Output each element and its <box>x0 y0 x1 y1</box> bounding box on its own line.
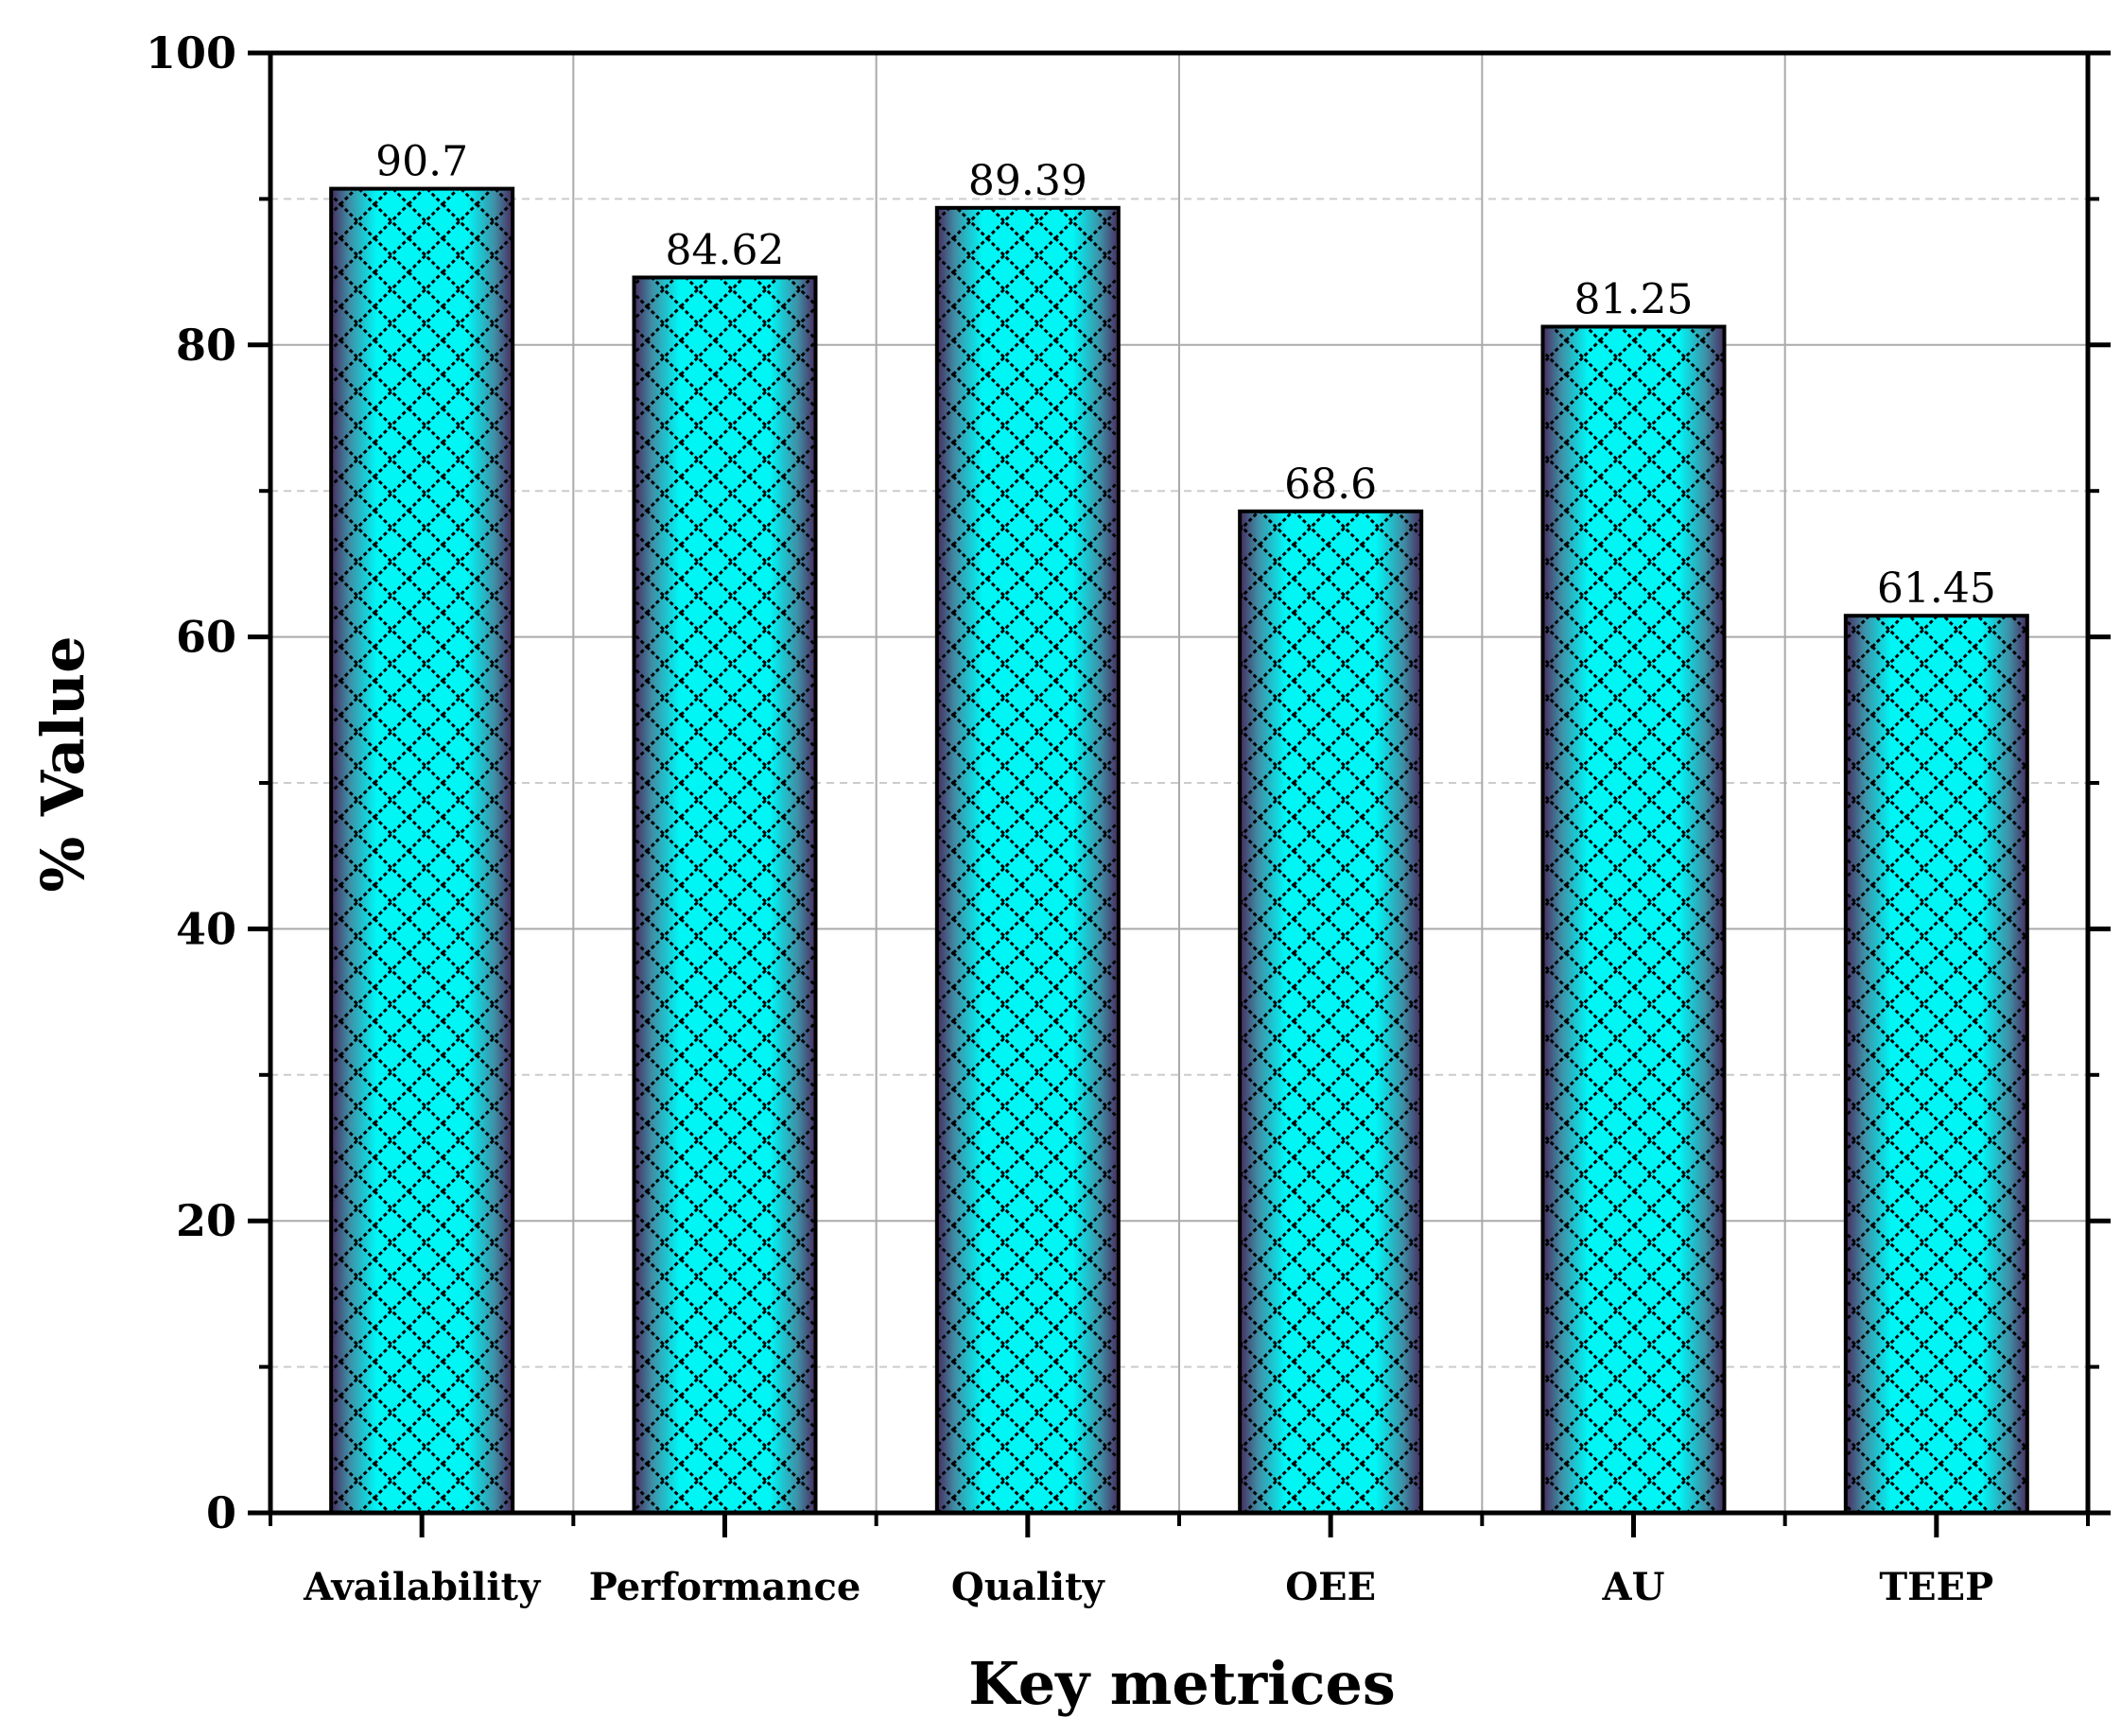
data-label: 90.7 <box>375 138 468 186</box>
x-axis: Availability Performance Quality OEE AU TEEP <box>269 1513 2090 1609</box>
y-axis: 0 20 40 60 80 100 <box>146 27 2111 1538</box>
bars: 90.7 84.62 89.39 68.6 81.25 61.45 <box>329 138 2029 1516</box>
x-tick-label: Availability <box>303 1565 542 1609</box>
bar-hatch-availability <box>329 186 515 1515</box>
x-tick-label: TEEP <box>1879 1565 1993 1609</box>
x-tick-label: OEE <box>1285 1565 1376 1609</box>
y-axis-title: % Value <box>28 635 97 892</box>
y-tick-label: 20 <box>176 1195 236 1246</box>
data-label: 68.6 <box>1284 460 1377 509</box>
data-label: 84.62 <box>666 226 785 274</box>
y-tick-label: 100 <box>146 27 236 78</box>
grid <box>270 53 2088 1513</box>
x-tick-label: AU <box>1602 1565 1665 1609</box>
y-tick-label: 0 <box>206 1487 236 1538</box>
bar-hatch-teep <box>1843 614 2029 1515</box>
data-label: 81.25 <box>1574 276 1694 324</box>
data-label: 89.39 <box>968 157 1087 205</box>
x-tick-label: Quality <box>951 1565 1106 1609</box>
y-tick-label: 40 <box>176 903 236 954</box>
x-tick-label: Performance <box>589 1565 861 1609</box>
y-tick-label: 60 <box>176 612 236 663</box>
y-tick-label: 80 <box>176 320 236 371</box>
data-label: 61.45 <box>1877 564 1996 613</box>
bar-hatch-performance <box>632 275 818 1516</box>
bar-hatch-oee <box>1238 509 1424 1515</box>
x-axis-title: Key metrices <box>968 1649 1396 1718</box>
bar-hatch-quality <box>934 205 1121 1516</box>
bar-hatch-au <box>1540 324 1727 1515</box>
